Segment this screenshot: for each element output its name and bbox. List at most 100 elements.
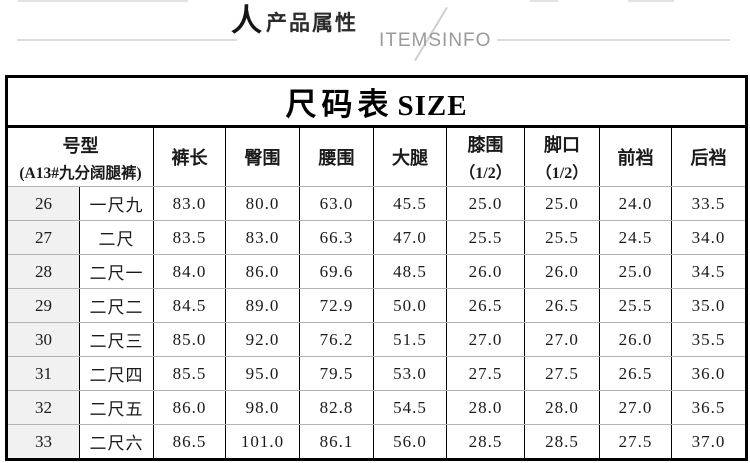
value-cell: 101.0: [225, 424, 300, 460]
size-num-cell: 31: [6, 356, 80, 391]
column-header-line1: 前裆: [617, 148, 654, 168]
value-cell: 84.5: [153, 288, 226, 323]
value-cell: 89.0: [225, 288, 300, 323]
value-cell: 26.5: [524, 288, 600, 323]
value-cell: 72.9: [299, 288, 374, 323]
section-title-en: ITEMSINFO: [379, 30, 492, 51]
size-table-title: 尺码表 SIZE: [5, 76, 748, 128]
size-table-title-cn: 尺码表: [285, 87, 394, 122]
value-cell: 28.0: [524, 390, 600, 425]
value-cell: 51.5: [373, 322, 447, 357]
value-cell: 26.0: [599, 322, 672, 357]
value-cell: 28.5: [446, 424, 525, 460]
size-cn-cell: 二尺二: [79, 288, 154, 323]
table-row: 27 二尺 83.5 83.0 66.3 47.0 25.5 25.5 24.5 34.0: [6, 220, 748, 255]
value-cell: 28.5: [524, 424, 600, 460]
table-row: 29 二尺二 84.5 89.0 72.9 50.0 26.5 26.5 25.5 35.0: [6, 288, 748, 323]
table-row: 28 二尺一 84.0 86.0 69.6 48.5 26.0 26.0 25.0 34.5: [6, 254, 748, 289]
table-row: 31 二尺四 85.5 95.0 79.5 53.0 27.5 27.5 26.5 36.0: [6, 356, 748, 391]
value-cell: 80.0: [225, 186, 300, 221]
size-num-cell: 28: [6, 254, 80, 289]
value-cell: 86.1: [299, 424, 374, 460]
value-cell: 50.0: [373, 288, 447, 323]
value-cell: 25.5: [524, 220, 600, 255]
column-header: 后裆: [670, 126, 748, 187]
table-title-row: 尺码表 SIZE: [5, 76, 748, 128]
size-cn-cell: 二尺一: [79, 254, 154, 289]
size-table-title-en: SIZE: [397, 90, 468, 122]
value-cell: 83.5: [153, 220, 226, 255]
column-header-line1: 大腿: [392, 148, 428, 168]
size-num-cell: 26: [6, 186, 80, 221]
column-header: 脚口 （1/2）: [524, 126, 600, 187]
value-cell: 54.5: [373, 390, 447, 425]
column-header-line2: （1/2）: [459, 165, 512, 182]
value-cell: 36.5: [670, 390, 748, 425]
column-header-line1: 臀围: [244, 148, 281, 168]
column-header-line1: 腰围: [318, 148, 355, 168]
value-cell: 83.0: [225, 220, 300, 255]
value-cell: 25.5: [446, 220, 525, 255]
value-cell: 86.0: [225, 254, 300, 289]
value-cell: 86.0: [153, 390, 226, 425]
value-cell: 35.0: [670, 288, 748, 323]
value-cell: 34.0: [670, 220, 748, 255]
value-cell: 27.0: [599, 390, 672, 425]
value-cell: 26.0: [446, 254, 525, 289]
value-cell: 27.0: [524, 322, 600, 357]
table-row: 30 二尺三 85.0 92.0 76.2 51.5 27.0 27.0 26.0 35.5: [6, 322, 748, 357]
value-cell: 48.5: [373, 254, 447, 289]
value-cell: 98.0: [225, 390, 300, 425]
value-cell: 35.5: [670, 322, 748, 357]
value-cell: 63.0: [299, 186, 374, 221]
value-cell: 85.5: [153, 356, 226, 391]
value-cell: 95.0: [225, 356, 300, 391]
column-header-line1: 膝围: [467, 135, 504, 155]
value-cell: 45.5: [373, 186, 447, 221]
spec-column-header: 号型 (A13#九分阔腿裤): [6, 126, 154, 187]
value-cell: 37.0: [670, 424, 748, 460]
value-cell: 26.0: [524, 254, 600, 289]
column-header-line1: 裤长: [171, 148, 208, 168]
column-header: 裤长: [153, 126, 226, 187]
table-row: 32 二尺五 86.0 98.0 82.8 54.5 28.0 28.0 27.0 36.5: [6, 390, 748, 425]
column-header: 臀围: [225, 126, 300, 187]
value-cell: 28.0: [446, 390, 525, 425]
top-edge-dash: [530, 0, 558, 2]
value-cell: 34.5: [670, 254, 748, 289]
value-cell: 56.0: [373, 424, 447, 460]
value-cell: 92.0: [225, 322, 300, 357]
size-cn-cell: 二尺五: [79, 390, 154, 425]
value-cell: 27.5: [524, 356, 600, 391]
size-num-cell: 32: [6, 390, 80, 425]
value-cell: 33.5: [670, 186, 748, 221]
table-row: 26 一尺九 83.0 80.0 63.0 45.5 25.0 25.0 24.0 33.5: [6, 186, 748, 221]
size-num-cell: 30: [6, 322, 80, 357]
value-cell: 79.5: [299, 356, 374, 391]
header-rule-right: [497, 39, 730, 41]
value-cell: 24.5: [599, 220, 672, 255]
size-table: 尺码表 SIZE 号型 (A13#九分阔腿裤) 裤长 臀围 腰围 大腿 膝围 （1/2） 脚…: [5, 75, 749, 461]
spec-header-line1: 号型: [62, 135, 99, 156]
size-num-cell: 33: [6, 424, 80, 460]
value-cell: 53.0: [373, 356, 447, 391]
column-header: 前裆: [599, 126, 672, 187]
value-cell: 25.0: [524, 186, 600, 221]
value-cell: 76.2: [299, 322, 374, 357]
value-cell: 27.0: [446, 322, 525, 357]
column-header: 大腿: [373, 126, 447, 187]
value-cell: 25.5: [599, 288, 672, 323]
size-num-cell: 27: [6, 220, 80, 255]
header-rule-left: [17, 39, 237, 41]
value-cell: 85.0: [153, 322, 226, 357]
top-edge-dash: [628, 0, 674, 2]
value-cell: 24.0: [599, 186, 672, 221]
value-cell: 66.3: [299, 220, 374, 255]
size-cn-cell: 二尺六: [79, 424, 154, 460]
value-cell: 27.5: [446, 356, 525, 391]
value-cell: 26.5: [446, 288, 525, 323]
column-header-line1: 后裆: [690, 148, 727, 168]
size-cn-cell: 一尺九: [79, 186, 154, 221]
column-header: 腰围: [299, 126, 374, 187]
